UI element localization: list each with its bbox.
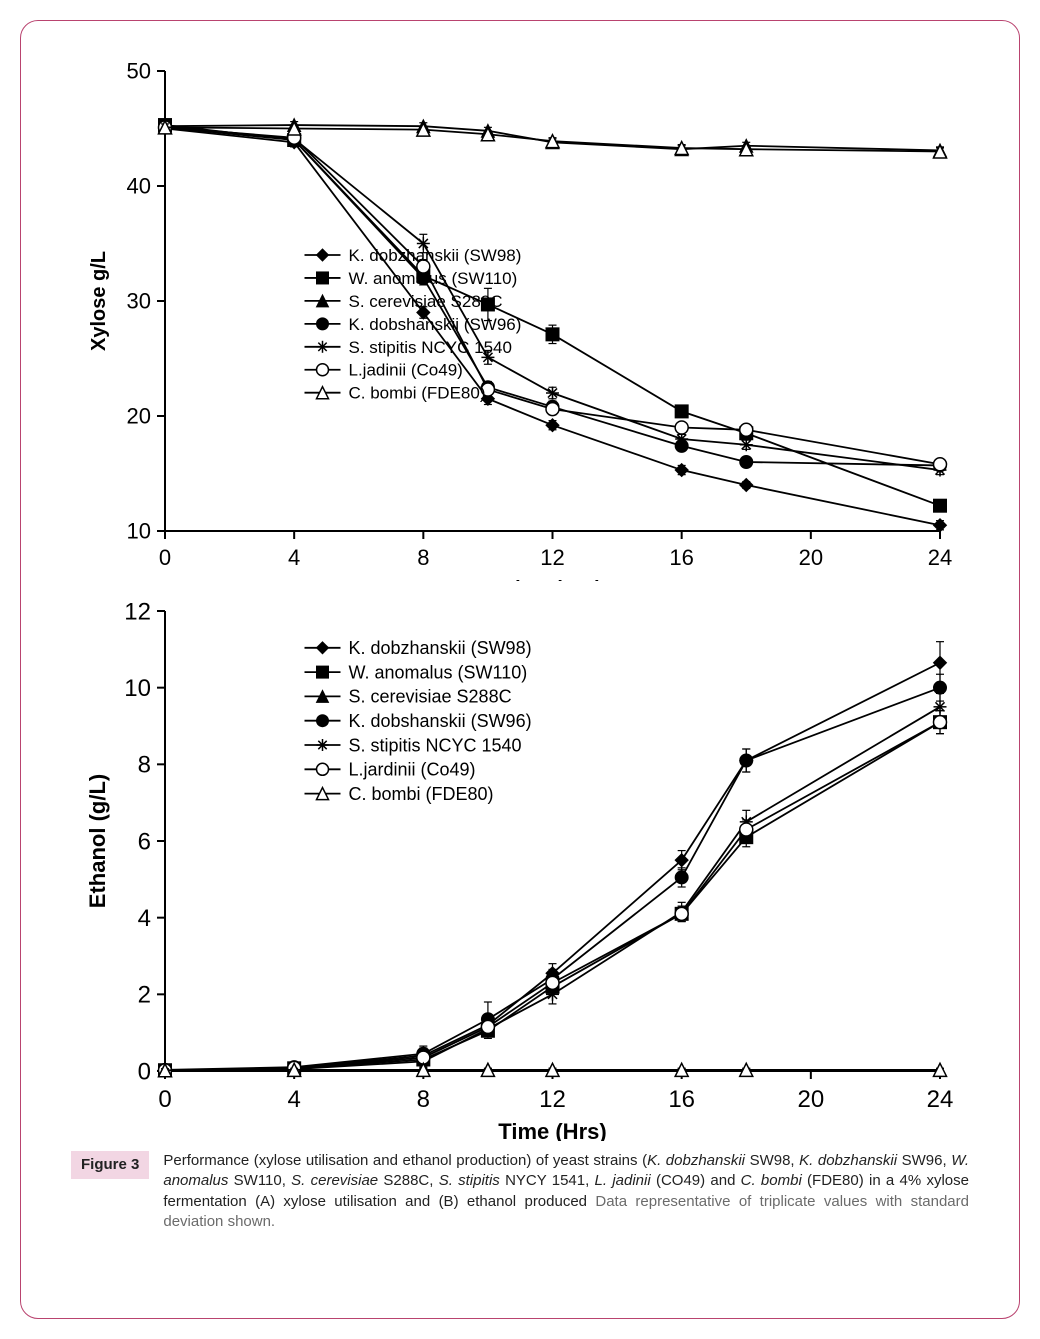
svg-text:40: 40: [127, 174, 151, 199]
svg-text:S. stipitis NCYC 1540: S. stipitis NCYC 1540: [349, 338, 512, 357]
svg-text:4: 4: [288, 545, 300, 570]
figure-label: Figure 3: [71, 1151, 149, 1179]
svg-text:4: 4: [287, 1086, 300, 1113]
svg-text:24: 24: [927, 1086, 954, 1113]
svg-text:6: 6: [138, 828, 151, 855]
svg-text:L.jadinii (Co49): L.jadinii (Co49): [349, 361, 463, 380]
svg-text:10: 10: [124, 675, 151, 702]
svg-text:20: 20: [797, 1086, 824, 1113]
svg-text:K. dobshanskii (SW96): K. dobshanskii (SW96): [349, 711, 532, 731]
svg-text:W. anomalus (SW110): W. anomalus (SW110): [349, 269, 518, 288]
svg-text:C. bombi (FDE80): C. bombi (FDE80): [349, 784, 494, 804]
svg-text:0: 0: [159, 545, 171, 570]
svg-text:16: 16: [669, 545, 693, 570]
svg-text:30: 30: [127, 289, 151, 314]
svg-text:S. cerevisiae S288C: S. cerevisiae S288C: [349, 292, 503, 311]
figure-frame: 04812162024Time (Hrs)1020304050Xylose g/…: [20, 20, 1020, 1319]
svg-text:W. anomalus (SW110): W. anomalus (SW110): [349, 662, 528, 682]
svg-text:8: 8: [417, 545, 429, 570]
svg-text:K. dobzhanskii (SW98): K. dobzhanskii (SW98): [349, 638, 532, 658]
svg-text:12: 12: [539, 1086, 566, 1113]
chart-ethanol: 04812162024Time (Hrs)024681012Ethanol (g…: [60, 581, 980, 1141]
svg-text:L.jardinii (Co49): L.jardinii (Co49): [349, 760, 476, 780]
svg-text:20: 20: [799, 545, 823, 570]
svg-text:C. bombi (FDE80): C. bombi (FDE80): [349, 384, 486, 403]
svg-text:12: 12: [540, 545, 564, 570]
chart-xylose: 04812162024Time (Hrs)1020304050Xylose g/…: [60, 41, 980, 581]
svg-text:2: 2: [138, 982, 151, 1009]
svg-text:Time (Hrs): Time (Hrs): [498, 1119, 606, 1141]
svg-text:S. cerevisiae S288C: S. cerevisiae S288C: [349, 687, 512, 707]
figure-caption: Figure 3 Performance (xylose utilisation…: [71, 1151, 969, 1232]
svg-text:0: 0: [158, 1086, 171, 1113]
svg-text:16: 16: [668, 1086, 695, 1113]
svg-text:12: 12: [124, 598, 151, 625]
svg-text:S. stipitis NCYC 1540: S. stipitis NCYC 1540: [349, 735, 522, 755]
svg-text:0: 0: [138, 1058, 151, 1085]
svg-text:50: 50: [127, 59, 151, 84]
figure-caption-text: Performance (xylose utilisation and etha…: [163, 1151, 969, 1232]
svg-text:8: 8: [417, 1086, 430, 1113]
svg-text:20: 20: [127, 404, 151, 429]
svg-text:8: 8: [138, 752, 151, 779]
svg-text:K. dobzhanskii (SW98): K. dobzhanskii (SW98): [349, 246, 522, 265]
svg-text:Xylose g/L: Xylose g/L: [88, 251, 110, 351]
svg-text:4: 4: [138, 905, 151, 932]
svg-text:Ethanol (g/L): Ethanol (g/L): [85, 774, 110, 908]
svg-text:24: 24: [928, 545, 952, 570]
svg-text:10: 10: [127, 519, 151, 544]
svg-text:K. dobshanskii (SW96): K. dobshanskii (SW96): [349, 315, 522, 334]
